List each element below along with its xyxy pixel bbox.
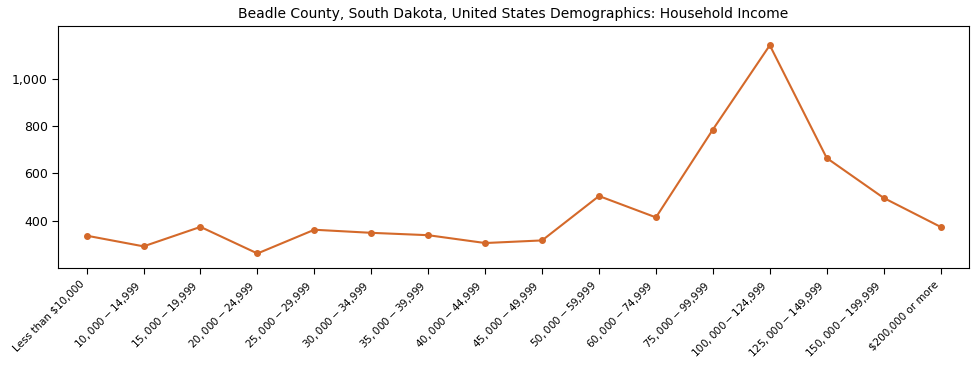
Title: Beadle County, South Dakota, United States Demographics: Household Income: Beadle County, South Dakota, United Stat… [238,7,789,21]
